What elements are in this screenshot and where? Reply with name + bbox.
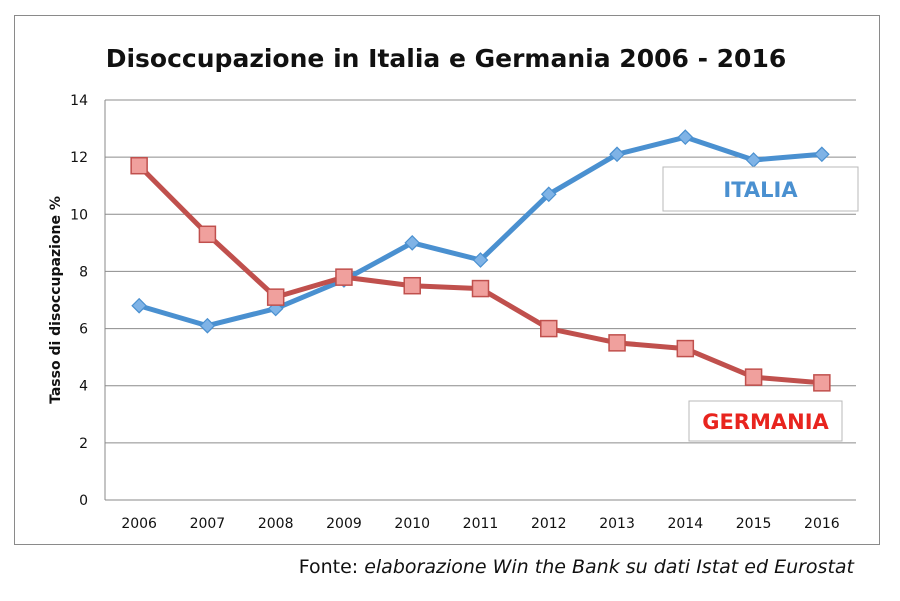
data-point [403,276,421,295]
y-tick-label: 10 [70,207,88,223]
data-point [335,268,353,286]
data-point [540,186,557,203]
series-italia [131,129,830,334]
x-tick-label: 2008 [258,516,294,532]
y-tick-label: 0 [79,493,88,509]
data-point [130,156,148,175]
series-label-box [662,166,859,212]
y-tick-label: 8 [79,264,88,280]
y-tick-label: 4 [79,379,88,395]
x-tick-label: 2006 [121,516,157,532]
series-label-italia: ITALIA [662,166,859,212]
source-text: elaborazione Win the Bank su dati Istat … [364,556,854,578]
data-point [609,146,625,163]
y-tick-label: 2 [79,436,88,452]
data-point [471,279,490,298]
data-point [608,334,626,352]
data-point [745,152,762,168]
series-layer [130,129,831,392]
data-point [813,374,831,392]
y-tick-label: 12 [70,150,88,166]
grid-lines [104,99,856,501]
series-label-box [688,400,843,442]
y-tick-label: 14 [70,93,88,109]
data-point [814,146,830,163]
data-point [744,368,763,386]
data-point [540,319,558,338]
data-point [676,339,695,358]
y-tick-label: 6 [79,322,88,338]
series-label-text: GERMANIA [702,410,829,434]
x-tick-label: 2014 [667,516,703,532]
x-tick-label: 2007 [190,516,226,532]
x-tick-label: 2010 [394,516,430,532]
series-germania [130,156,831,392]
y-tick-labels: 0 2 4 6 8 10 12 14 [70,93,88,509]
data-point [199,317,216,334]
source-note: Fonte: elaborazione Win the Bank su dati… [0,556,854,578]
x-tick-label: 2009 [326,516,362,532]
x-tick-label: 2012 [531,516,567,532]
x-tick-label: 2011 [463,516,499,532]
data-point [677,129,694,145]
series-line-italia [136,134,825,329]
data-point [472,252,489,268]
series-label-text: ITALIA [723,178,798,202]
chart-frame [14,15,880,545]
x-tick-label: 2016 [804,516,840,532]
y-axis-label: Tasso di disoccupazione % [48,196,64,404]
x-tick-label: 2013 [599,516,635,532]
x-tick-labels: 2006 2007 2008 2009 2010 2011 2012 2013 2014 2015… [121,516,839,532]
series-label-germania: GERMANIA [688,400,843,442]
x-tick-label: 2015 [736,516,772,532]
data-point [198,225,217,244]
source-label: Fonte: [298,556,359,578]
data-point [404,235,421,251]
series-labels: ITALIA GERMANIA [662,166,859,442]
data-point [131,297,147,314]
chart-title: Disoccupazione in Italia e Germania 2006… [106,44,787,73]
data-point [266,288,285,306]
